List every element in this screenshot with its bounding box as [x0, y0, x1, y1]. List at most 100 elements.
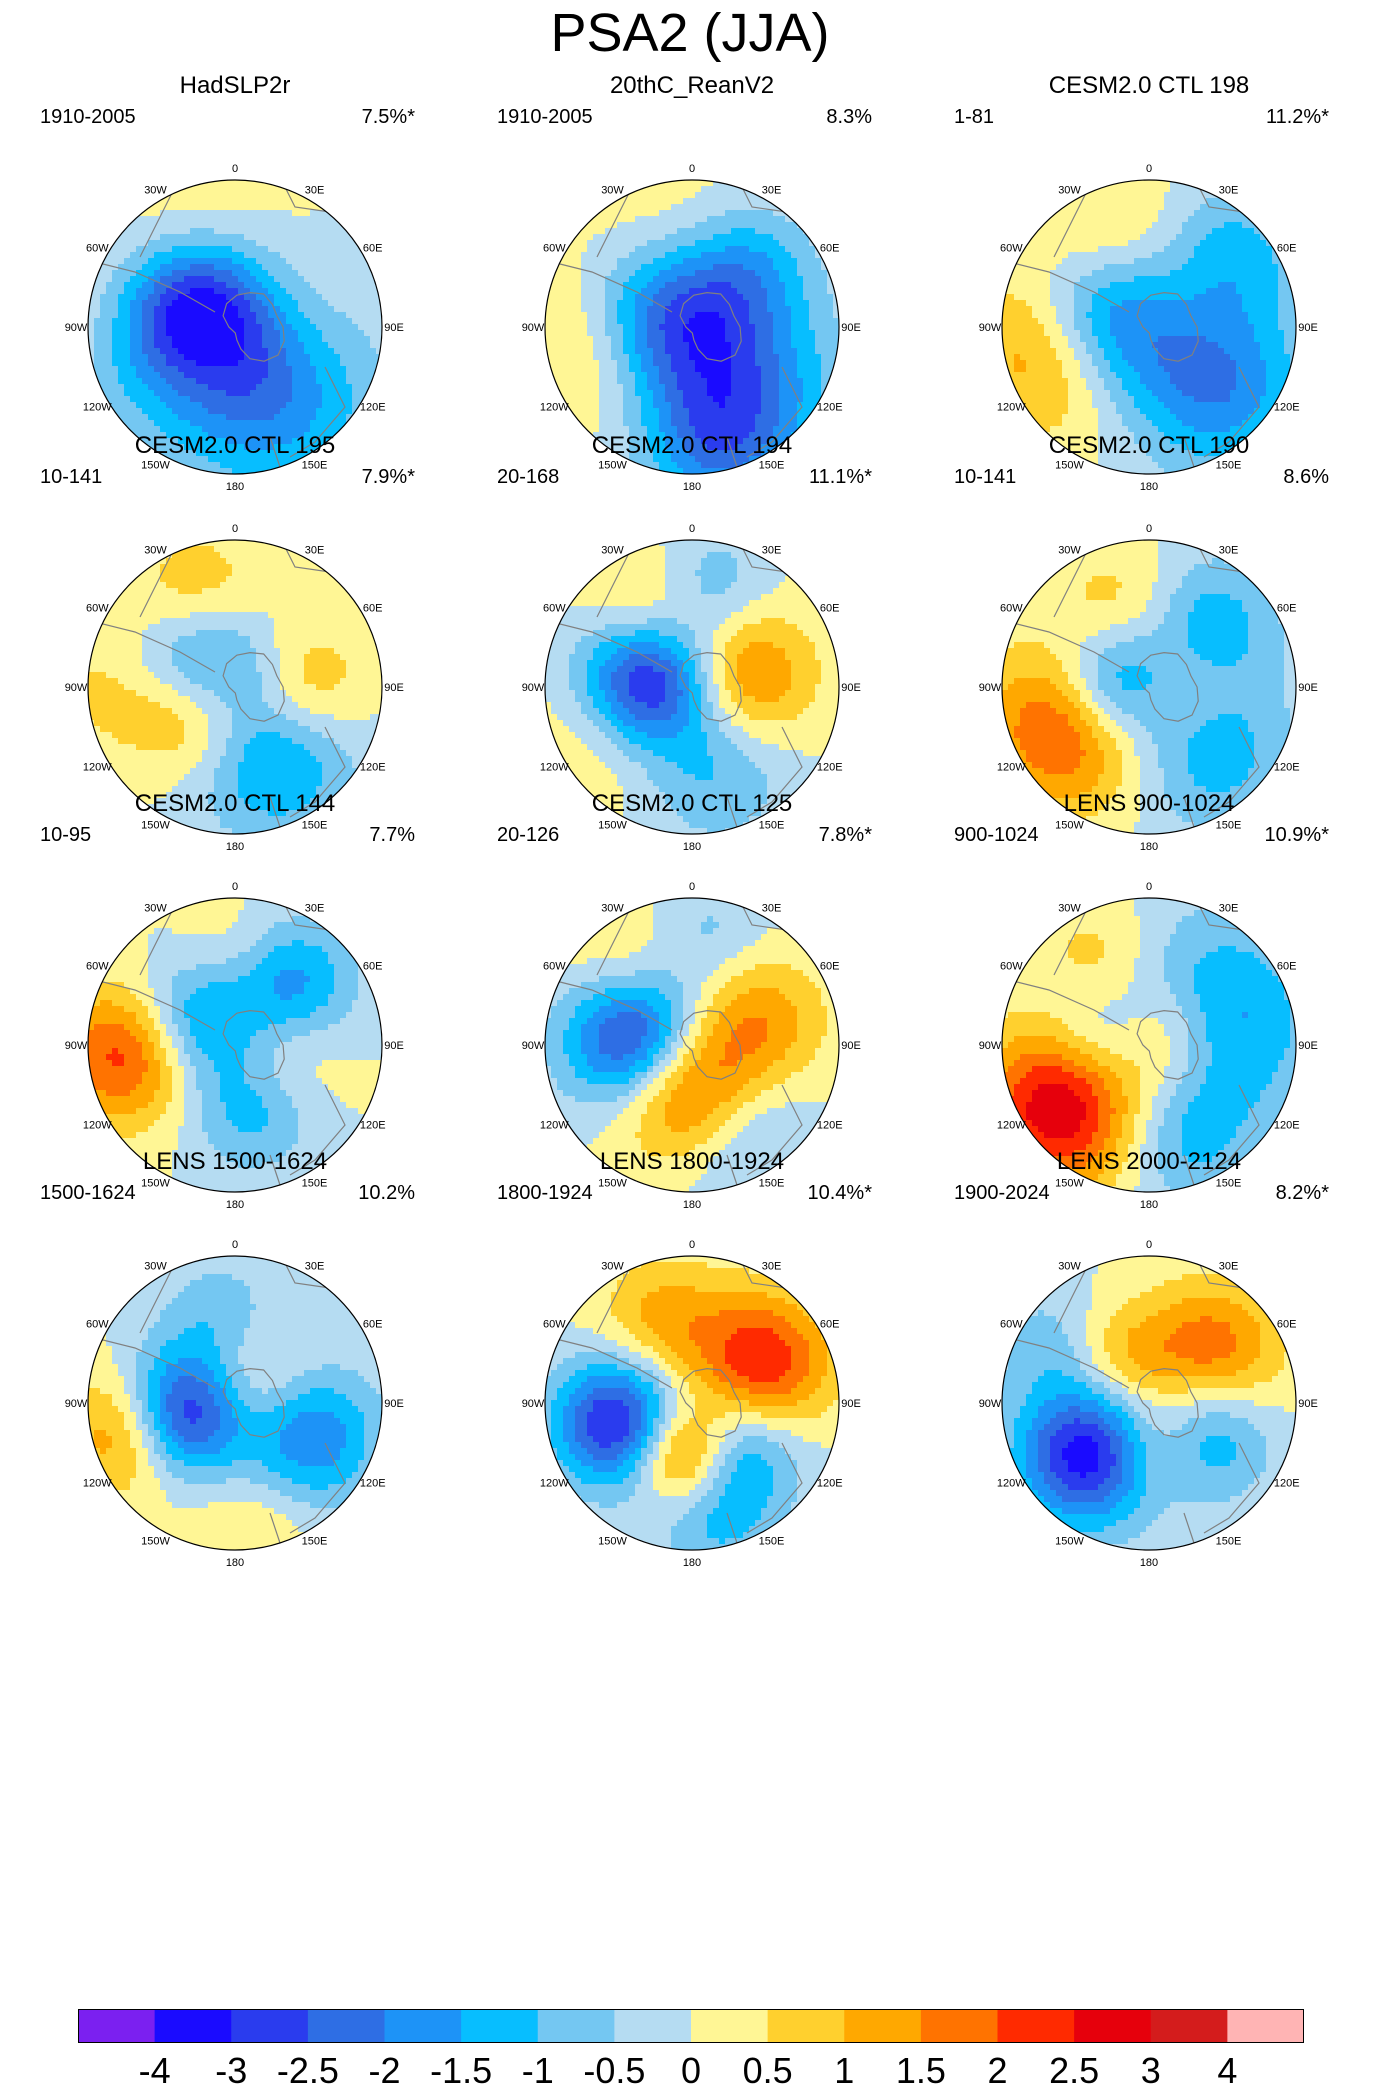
field-cell	[286, 252, 293, 259]
field-cell	[629, 264, 636, 271]
field-cell	[713, 294, 720, 301]
field-cell	[1152, 318, 1159, 325]
field-cell	[250, 318, 257, 325]
field-cell	[629, 270, 636, 277]
field-cell	[274, 234, 281, 241]
field-cell	[244, 258, 251, 265]
field-cell	[701, 258, 708, 265]
field-cell	[310, 432, 317, 439]
field-cell	[124, 252, 131, 259]
field-cell	[292, 354, 299, 361]
field-cell	[593, 300, 600, 307]
field-cell	[376, 306, 382, 313]
field-cell	[593, 282, 600, 289]
field-cell	[683, 426, 690, 433]
field-cell	[617, 240, 624, 247]
field-cell	[292, 444, 299, 451]
field-cell	[779, 306, 786, 313]
field-cell	[1212, 246, 1219, 253]
field-cell	[1128, 228, 1135, 235]
field-cell	[220, 366, 227, 373]
field-cell	[1146, 312, 1153, 319]
field-cell	[142, 288, 149, 295]
field-cell	[106, 318, 113, 325]
longitude-label: 0	[232, 163, 238, 175]
field-cell	[743, 444, 750, 451]
field-cell	[803, 270, 810, 277]
field-cell	[250, 246, 257, 253]
field-cell	[683, 396, 690, 403]
field-cell	[118, 318, 125, 325]
field-cell	[250, 456, 257, 463]
field-cell	[647, 270, 654, 277]
field-cell	[316, 354, 323, 361]
field-cell	[779, 396, 786, 403]
field-cell	[136, 312, 143, 319]
field-cell	[1248, 288, 1255, 295]
field-cell	[779, 252, 786, 259]
field-cell	[124, 420, 131, 427]
field-cell	[322, 354, 329, 361]
field-cell	[683, 204, 690, 211]
field-cell	[208, 384, 215, 391]
field-cell	[653, 384, 660, 391]
field-cell	[557, 372, 564, 379]
field-cell	[1056, 300, 1063, 307]
field-cell	[665, 390, 672, 397]
field-cell	[629, 336, 636, 343]
field-cell	[286, 378, 293, 385]
field-cell	[1242, 270, 1249, 277]
field-cell	[599, 222, 606, 229]
field-cell	[1272, 300, 1279, 307]
field-cell	[202, 360, 209, 367]
field-cell	[118, 366, 125, 373]
field-cell	[713, 438, 720, 445]
field-cell	[773, 408, 780, 415]
field-cell	[713, 348, 720, 355]
field-cell	[340, 330, 347, 337]
field-cell	[1020, 252, 1027, 259]
field-cell	[340, 276, 347, 283]
field-cell	[274, 342, 281, 349]
field-cell	[665, 342, 672, 349]
field-cell	[226, 354, 233, 361]
field-cell	[316, 222, 323, 229]
field-cell	[1182, 258, 1189, 265]
field-cell	[833, 372, 839, 379]
field-cell	[1212, 234, 1219, 241]
field-cell	[172, 270, 179, 277]
field-cell	[629, 360, 636, 367]
field-cell	[1110, 198, 1117, 205]
field-cell	[316, 198, 323, 205]
field-cell	[136, 294, 143, 301]
field-cell	[268, 240, 275, 247]
field-cell	[1206, 270, 1213, 277]
field-cell	[1290, 300, 1296, 307]
field-cell	[785, 270, 792, 277]
field-cell	[1200, 210, 1207, 217]
field-cell	[545, 330, 552, 337]
field-cell	[220, 372, 227, 379]
field-cell	[707, 210, 714, 217]
field-cell	[1110, 216, 1117, 223]
field-cell	[1170, 180, 1177, 187]
field-cell	[653, 348, 660, 355]
field-cell	[238, 306, 245, 313]
field-cell	[328, 408, 335, 415]
field-cell	[238, 426, 245, 433]
field-cell	[316, 342, 323, 349]
field-cell	[623, 228, 630, 235]
field-cell	[797, 324, 804, 331]
field-cell	[683, 192, 690, 199]
field-cell	[749, 270, 756, 277]
field-cell	[707, 318, 714, 325]
field-cell	[232, 318, 239, 325]
field-cell	[767, 384, 774, 391]
field-cell	[142, 348, 149, 355]
panel-variance: 11.2%*	[1266, 106, 1329, 129]
field-cell	[767, 366, 774, 373]
field-cell	[148, 222, 155, 229]
field-cell	[118, 342, 125, 349]
field-cell	[292, 228, 299, 235]
field-cell	[184, 378, 191, 385]
